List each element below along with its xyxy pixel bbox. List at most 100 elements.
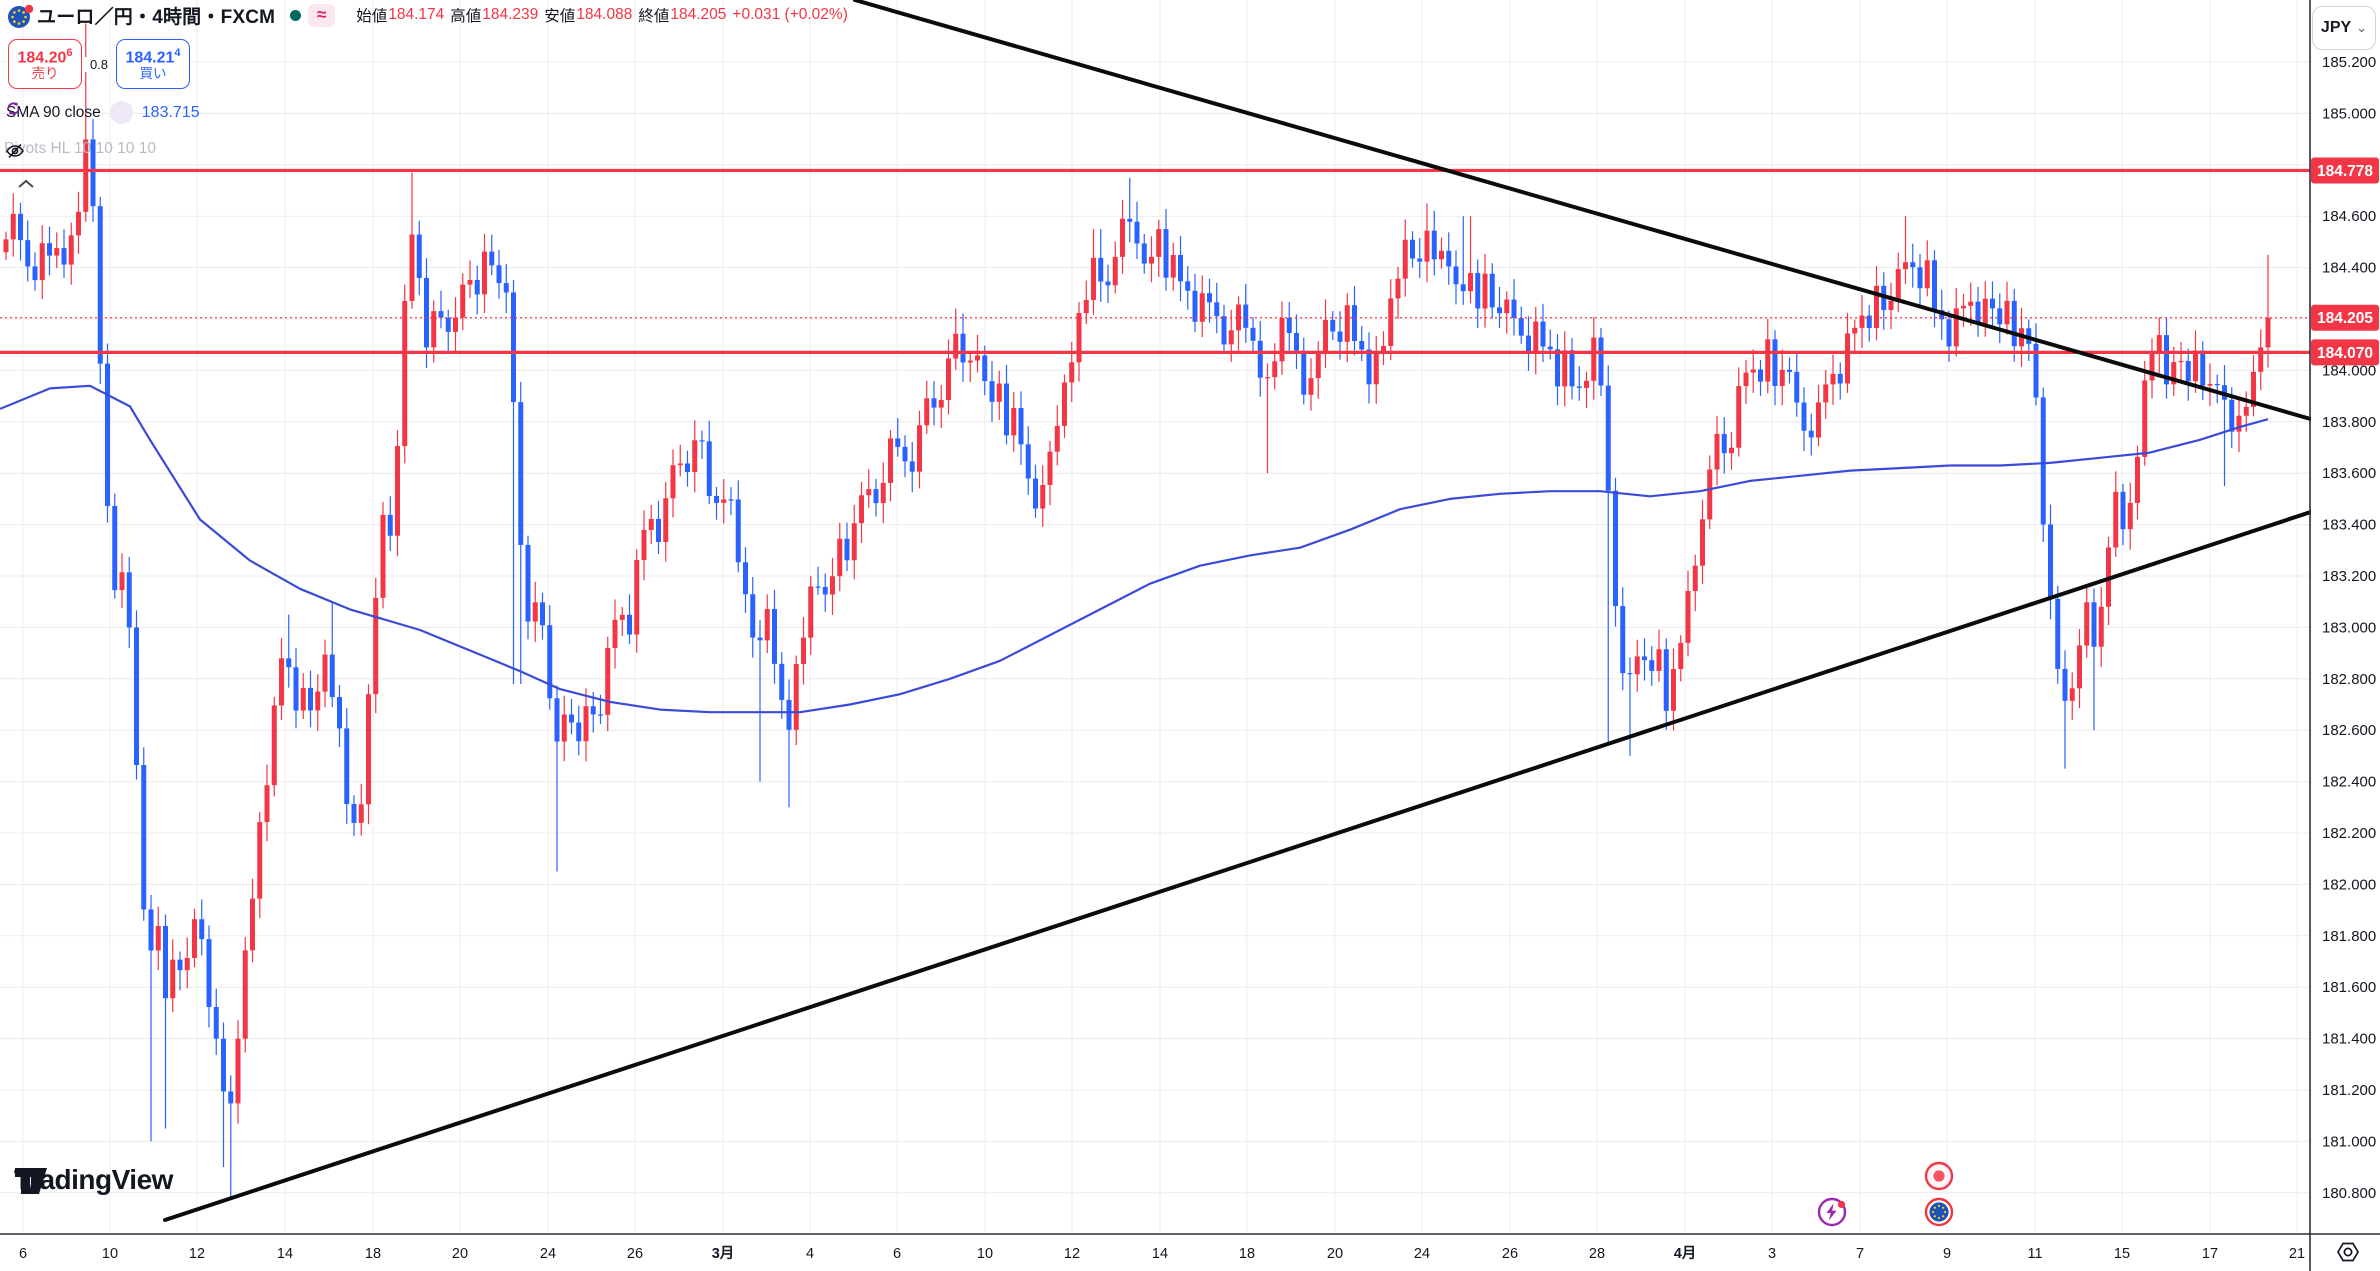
candle-body [3, 239, 9, 253]
price-tick-label: 182.200 [2322, 825, 2376, 842]
time-tick-label: 17 [2202, 1246, 2218, 1262]
candle-body [1040, 484, 1046, 509]
candle-body [1562, 350, 1568, 387]
time-tick-label: 26 [1502, 1246, 1518, 1262]
time-tick-label: 28 [1589, 1246, 1605, 1262]
candle-body [989, 381, 995, 402]
candle-body [931, 398, 937, 408]
candle-body [1946, 319, 1952, 347]
candle-body [460, 284, 466, 318]
candle-body [1903, 262, 1908, 270]
candle-body [402, 300, 408, 447]
sma-indicator-name[interactable]: SMA 90 close [6, 103, 101, 121]
candle-body [184, 957, 190, 971]
pivots-indicator-name[interactable]: Pivots HL 10 10 10 10 [4, 140, 156, 157]
currency-selector[interactable]: JPY ⌄ [2312, 6, 2376, 50]
candle-body [1482, 273, 1488, 309]
candle-body [808, 586, 814, 638]
candle-body [1707, 469, 1713, 520]
candle-body [902, 446, 908, 462]
level-price-chip-text: 184.778 [2317, 163, 2373, 180]
time-tick-label: 3月 [712, 1245, 735, 1262]
candle-body [1714, 433, 1720, 470]
grid [0, 0, 2310, 1234]
axis-settings-gear-icon[interactable] [2337, 1242, 2359, 1262]
candle-body [1446, 250, 1452, 267]
candle-body [1627, 673, 1633, 675]
candle-body [1098, 257, 1104, 282]
candle-body [772, 609, 777, 664]
candle-body [670, 465, 676, 499]
candle-body [2077, 645, 2082, 689]
time-tick-label: 18 [1239, 1246, 1255, 1262]
tradingview-logo[interactable]: TradingView [14, 1164, 173, 1196]
candle-body [76, 211, 81, 236]
candle-body [250, 898, 255, 951]
flash-ai-button[interactable] [1817, 1197, 1847, 1227]
price-tick-label: 184.600 [2322, 208, 2376, 225]
candle-body [830, 576, 835, 595]
eu-symbol-marker-button[interactable] [1924, 1197, 1954, 1227]
candle-body [1642, 656, 1647, 661]
candle-body [1968, 301, 1974, 306]
trendline[interactable] [853, 0, 2337, 428]
candle-body [873, 489, 879, 504]
time-tick-label: 24 [540, 1246, 556, 1262]
time-tick-label: 4 [806, 1246, 814, 1262]
trade-panel: 184.206 売り 0.8 184.214 買い [8, 39, 190, 89]
time-tick-label: 14 [1152, 1246, 1168, 1262]
tradingview-logo-icon [15, 1168, 47, 1194]
candle-body [322, 654, 328, 692]
price-tick-label: 185.000 [2322, 105, 2376, 122]
approx-price-icon[interactable]: ≈ [308, 3, 336, 27]
symbol-title[interactable]: ユーロ／円・4時間・FXCM [37, 6, 276, 28]
candle-body [1054, 425, 1060, 452]
candle-body [2048, 524, 2053, 599]
candle-body [1584, 380, 1589, 388]
candle-body [68, 235, 74, 265]
candle-body [1236, 304, 1241, 331]
last-price-chip-text: 184.205 [2317, 310, 2373, 327]
candle-body [801, 637, 806, 664]
candle-body [1997, 308, 2003, 325]
candle-body [721, 499, 727, 503]
candle-body [1576, 386, 1582, 388]
candle-body [1004, 383, 1009, 436]
time-axis[interactable] [0, 1235, 2380, 1271]
sync-icon[interactable] [7, 101, 133, 124]
candle-body [1605, 385, 1611, 491]
target-marker-button[interactable] [1924, 1161, 1954, 1191]
candle-body [967, 360, 973, 363]
price-tick-label: 184.000 [2322, 362, 2376, 379]
candle-body [221, 1038, 226, 1092]
price-axis[interactable] [2311, 0, 2380, 1271]
candle-body [793, 663, 799, 730]
buy-button[interactable]: 184.214 買い [116, 39, 190, 89]
candle-body [917, 425, 922, 472]
candle-body [445, 317, 451, 332]
candle-body [271, 705, 277, 786]
candle-body [743, 562, 748, 595]
candle-body [1127, 218, 1133, 222]
pivots-indicator-row: Pivots HL 10 10 10 10 [4, 140, 168, 159]
candle-body [1468, 273, 1473, 292]
time-tick-label: 21 [2289, 1246, 2305, 1262]
candle-body [308, 687, 313, 711]
last-price-chip: 184.205 [2311, 304, 2379, 331]
market-status-icon[interactable] [290, 9, 302, 21]
sell-button[interactable]: 184.206 売り [8, 39, 82, 89]
candle-body [32, 266, 38, 281]
candle-body [547, 625, 553, 699]
time-tick-label: 12 [1064, 1246, 1080, 1262]
chevron-down-icon: ⌄ [2356, 20, 2368, 35]
candle-body [2251, 371, 2256, 407]
candle-body [2178, 360, 2184, 363]
candle-body [90, 139, 96, 207]
candle-body [177, 959, 183, 971]
candle-body [1569, 350, 1575, 387]
candle-body [1736, 386, 1742, 448]
trendline[interactable] [163, 502, 2337, 1222]
candle-body [532, 602, 538, 622]
